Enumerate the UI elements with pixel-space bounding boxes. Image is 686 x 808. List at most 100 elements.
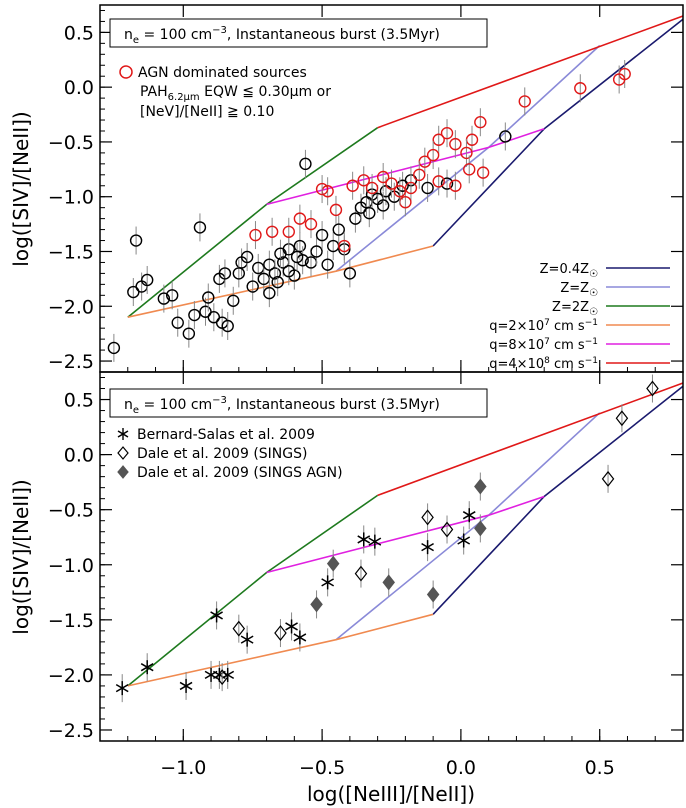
data-point <box>343 267 357 280</box>
data-point <box>326 555 340 572</box>
data-point <box>421 181 434 195</box>
data-point <box>282 265 295 278</box>
x-tick-label: 0.5 <box>585 757 615 779</box>
data-point <box>646 380 659 397</box>
data-point <box>271 275 284 289</box>
data-point <box>357 174 370 187</box>
x-tick-label: −0.5 <box>299 757 345 779</box>
top-model-grid <box>127 15 684 318</box>
agn-criterion-2: [NeV]/[NeII] ≧ 0.10 <box>140 104 274 120</box>
data-point <box>293 630 307 645</box>
data-point <box>440 521 454 538</box>
y-tick-label: −1.5 <box>48 610 94 632</box>
model-line-z-0.4 <box>432 18 684 247</box>
data-point <box>332 223 345 236</box>
agn-legend-label: AGN dominated sources <box>138 65 307 81</box>
data-point <box>140 273 154 287</box>
y-tick-label: 0.0 <box>64 445 94 467</box>
top-axis-ticks: 0.5 0.0 −0.5 −1.0 −1.5 −2.0 −2.5 <box>48 5 684 373</box>
legend-marker-asterisk <box>117 428 129 440</box>
data-point <box>182 327 196 340</box>
data-point <box>179 678 193 693</box>
data-point <box>376 170 390 184</box>
model-line-z-2 <box>127 494 379 687</box>
data-point <box>257 272 270 286</box>
model-legend: Z=0.4Z☉Z=Z☉Z=2Z☉q=2×107 cm s−1 q=8×107 cm… <box>489 262 670 372</box>
data-point <box>615 410 629 427</box>
y-tick-label: −2.0 <box>48 665 94 687</box>
data-point <box>129 234 143 247</box>
data-point <box>221 319 234 333</box>
model-legend-label: Z=2Z☉ <box>552 300 598 318</box>
data-point <box>310 245 323 258</box>
model-legend-label: q=4×108 cm s−1 <box>489 356 598 372</box>
data-point <box>440 177 454 190</box>
legend-marker-diamond <box>117 446 129 460</box>
data-point <box>357 532 371 547</box>
data-point <box>193 221 207 234</box>
data-point <box>310 596 323 613</box>
y-tick-label: −1.0 <box>48 187 94 209</box>
data-point <box>365 181 379 195</box>
bottom-condition-box <box>109 388 488 418</box>
data-point <box>304 217 318 231</box>
y-tick-label: 0.5 <box>64 22 94 44</box>
x-tick-label: −1.0 <box>160 757 206 779</box>
data-point <box>426 148 440 162</box>
data-point <box>421 509 434 526</box>
top-data-points <box>107 60 631 362</box>
data-point <box>432 133 445 146</box>
bottom-axis-ticks: 0.5 0.0 −0.5 −1.0 −1.5 −2.0 −2.5 −1.0 −0.5 0.0 0.5 <box>48 372 684 779</box>
data-point <box>215 669 229 686</box>
data-point <box>474 520 487 537</box>
data-point <box>346 179 359 192</box>
data-point <box>460 146 473 160</box>
data-point <box>285 619 298 634</box>
data-point <box>385 177 398 190</box>
data-point <box>376 199 390 212</box>
data-point <box>368 534 382 549</box>
data-point <box>457 533 471 548</box>
data-point <box>462 508 476 523</box>
data-point <box>268 267 282 280</box>
legend-marker-diamond <box>117 465 129 479</box>
y-tick-label: −2.0 <box>48 296 94 318</box>
data-point <box>221 667 235 682</box>
model-legend-label: Z=Z☉ <box>560 281 598 299</box>
data-point <box>240 250 254 264</box>
bottom-condition-label: ne = 100 cm−3, Instantaneous burst (3.5M… <box>124 395 440 416</box>
data-point <box>382 574 395 591</box>
model-line-q-4e8 <box>377 15 684 129</box>
x-tick-label: 0.0 <box>446 757 476 779</box>
data-point <box>612 73 626 86</box>
data-point <box>265 225 279 238</box>
data-point <box>404 181 418 195</box>
data-point <box>449 137 462 151</box>
bottom-legend: Bernard-Salas et al. 2009 Dale et al. 200… <box>117 427 343 481</box>
data-point <box>171 316 184 329</box>
y-tick-label: −2.5 <box>48 351 94 373</box>
y-tick-label: 0.0 <box>64 77 94 99</box>
data-point <box>293 212 307 225</box>
model-line-q-2e7 <box>127 613 434 687</box>
bottom-model-grid <box>127 382 684 687</box>
data-point <box>315 228 329 242</box>
legend-label: Dale et al. 2009 (SINGS AGN) <box>137 465 343 481</box>
data-point <box>354 565 368 582</box>
data-point <box>315 182 329 196</box>
data-point <box>246 280 259 293</box>
data-point <box>574 82 587 95</box>
data-point <box>165 289 179 302</box>
bottom-plot-frame <box>99 371 684 742</box>
data-point <box>210 608 223 623</box>
agn-legend-marker <box>119 65 133 79</box>
data-point <box>601 470 615 487</box>
data-point <box>476 166 490 179</box>
data-point <box>232 620 246 637</box>
data-point <box>321 575 335 590</box>
model-line-z-1 <box>335 412 601 641</box>
legend-label: Bernard-Salas et al. 2009 <box>137 427 315 443</box>
model-line-q-2e7 <box>127 245 434 318</box>
top-panel: 0.5 0.0 −0.5 −1.0 −1.5 −2.0 −2.5 ne = 100 cm−3… <box>9 4 684 373</box>
